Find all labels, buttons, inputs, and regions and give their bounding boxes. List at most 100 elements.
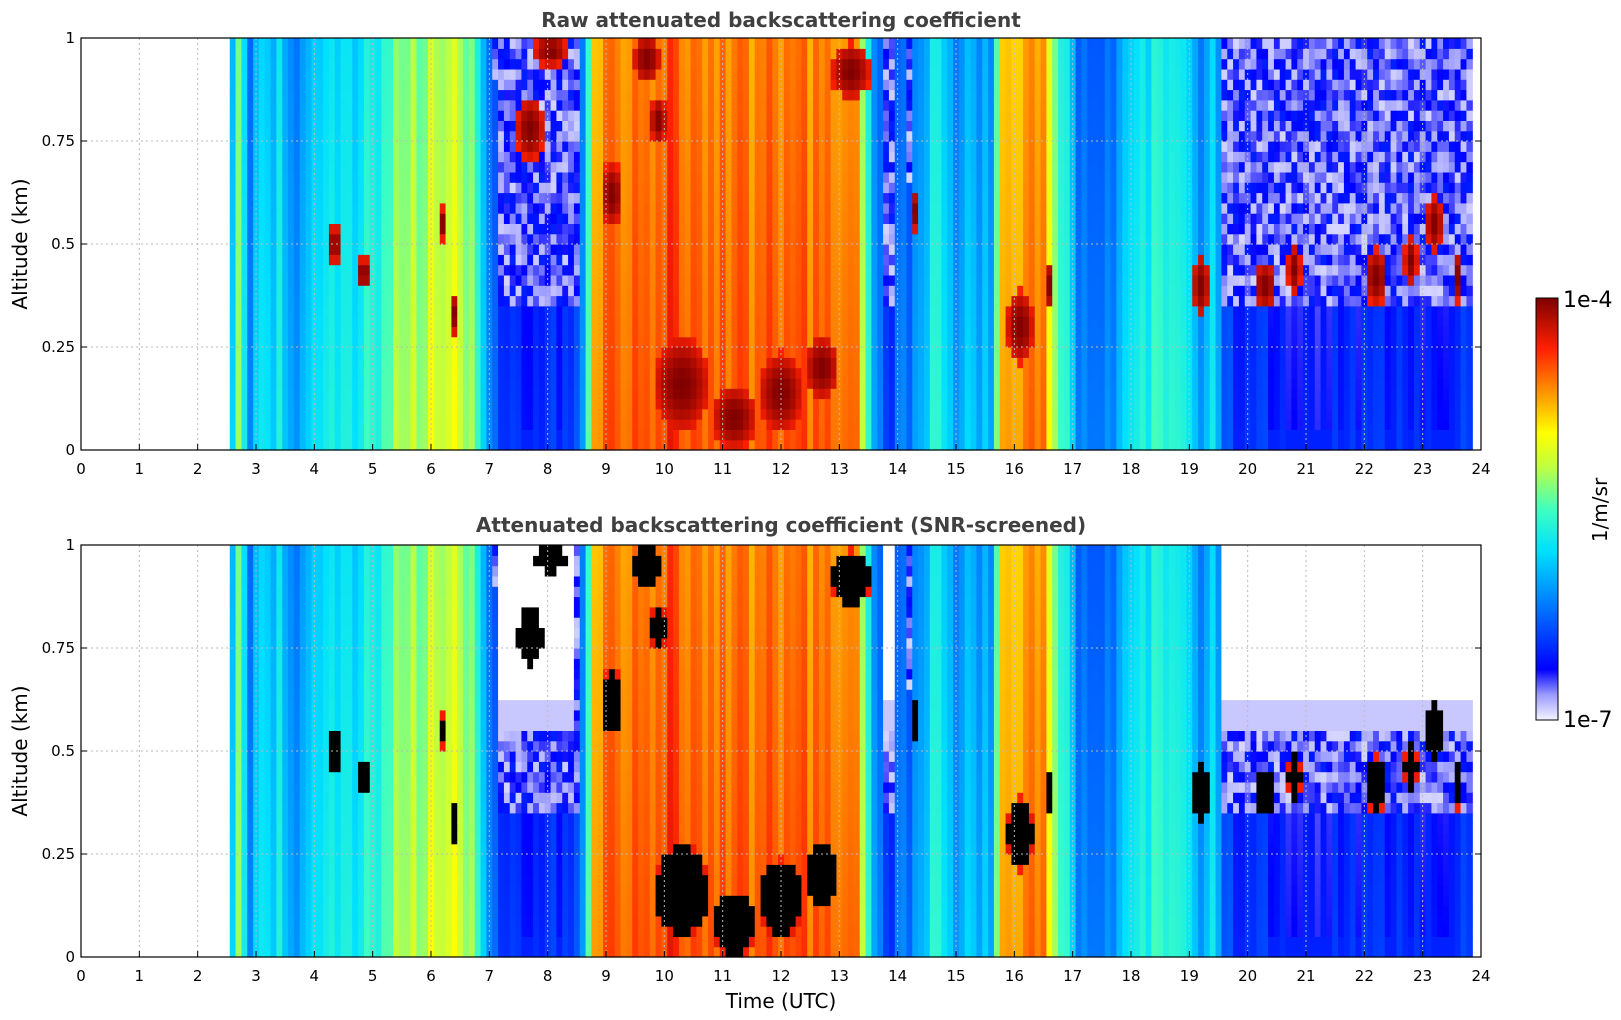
heatmap-cell (853, 171, 861, 183)
heatmap-cell (492, 110, 499, 121)
heatmap-cell (929, 254, 937, 266)
heatmap-cell (346, 120, 353, 132)
heatmap-cell (865, 295, 873, 307)
heatmap-cell (772, 336, 779, 348)
heatmap-cell (608, 151, 616, 163)
heatmap-cell (334, 326, 342, 338)
heatmap-cell (760, 120, 768, 132)
heatmap-cell (818, 182, 826, 194)
heatmap-cell (358, 58, 365, 70)
heatmap-cell (667, 347, 674, 358)
heatmap-cell (258, 336, 266, 348)
heatmap-cell (276, 141, 283, 152)
heatmap-cell (743, 202, 750, 214)
heatmap-cell (317, 161, 324, 173)
heatmap-cell (754, 48, 762, 60)
heatmap-cell (813, 274, 820, 286)
heatmap-cell (433, 202, 441, 214)
heatmap-cell (235, 254, 243, 266)
heatmap-cell (346, 79, 353, 91)
heatmap-cell (503, 388, 511, 400)
heatmap-cell (748, 141, 756, 152)
heatmap-cell (550, 182, 558, 194)
heatmap-cell (439, 171, 447, 183)
heatmap-cell (428, 285, 435, 297)
heatmap-cell (597, 377, 604, 389)
heatmap-cell (591, 357, 598, 369)
heatmap-cell (503, 316, 511, 327)
heatmap-cell (649, 285, 657, 297)
heatmap-cell (836, 357, 843, 369)
heatmap-cell (323, 171, 330, 183)
heatmap-cell (766, 377, 773, 389)
heatmap-cell (929, 429, 937, 441)
heatmap-cell (410, 244, 418, 255)
heatmap-cell (445, 388, 453, 400)
heatmap-cell (293, 254, 301, 266)
heatmap-cell (725, 48, 733, 60)
heatmap-cell (538, 58, 546, 70)
heatmap-cell (824, 367, 832, 379)
heatmap-cell (807, 254, 814, 266)
heatmap-cell (678, 99, 686, 111)
heatmap-cell (375, 171, 383, 183)
heatmap-cell (253, 336, 260, 348)
heatmap-cell (614, 326, 622, 338)
heatmap-cell (760, 38, 768, 49)
heatmap-cell (258, 244, 266, 255)
heatmap-cell (918, 295, 925, 307)
heatmap-cell (492, 347, 499, 358)
heatmap-cell (772, 264, 779, 276)
heatmap-cell (422, 244, 429, 255)
heatmap-cell (585, 367, 593, 379)
heatmap-cell (293, 110, 301, 121)
heatmap-cell (288, 130, 295, 142)
heatmap-cell (235, 439, 243, 451)
heatmap-cell (247, 347, 254, 358)
heatmap-cell (888, 171, 896, 183)
heatmap-cell (358, 171, 365, 183)
heatmap-cell (428, 141, 435, 152)
heatmap-cell (807, 295, 814, 307)
heatmap-cell (725, 429, 733, 441)
heatmap-cell (585, 130, 593, 142)
heatmap-cell (748, 285, 756, 297)
heatmap-cell (848, 419, 855, 430)
heatmap-cell (503, 120, 511, 132)
heatmap-cell (299, 141, 307, 152)
heatmap-cell (731, 120, 738, 132)
heatmap-cell (498, 419, 505, 430)
heatmap-cell (352, 357, 359, 369)
heatmap-cell (416, 274, 423, 286)
heatmap-cell (480, 68, 488, 80)
heatmap-cell (731, 254, 738, 266)
heatmap-cell (410, 295, 418, 307)
heatmap-cell (410, 192, 418, 204)
heatmap-cell (241, 244, 248, 255)
heatmap-cell (603, 285, 610, 297)
heatmap-cell (603, 99, 610, 111)
heatmap-cell (556, 182, 563, 194)
heatmap-cell (888, 202, 896, 214)
heatmap-cell (737, 274, 744, 286)
heatmap-cell (527, 439, 534, 451)
heatmap-cell (929, 264, 937, 276)
heatmap-cell (358, 377, 365, 389)
heatmap-cell (282, 233, 289, 245)
heatmap-cell (276, 388, 283, 400)
heatmap-cell (638, 202, 645, 214)
heatmap-cell (451, 58, 458, 70)
heatmap-cell (795, 347, 803, 358)
heatmap-cell (608, 244, 616, 255)
heatmap-cell (486, 347, 493, 358)
heatmap-cell (410, 68, 418, 80)
heatmap-cell (906, 316, 913, 327)
heatmap-cell (614, 192, 622, 204)
heatmap-cell (393, 305, 400, 317)
heatmap-cell (439, 357, 447, 369)
heatmap-cell (398, 223, 406, 235)
heatmap-cell (451, 367, 458, 379)
heatmap-cell (912, 419, 919, 430)
heatmap-cell (842, 408, 849, 420)
heatmap-cell (848, 68, 855, 80)
